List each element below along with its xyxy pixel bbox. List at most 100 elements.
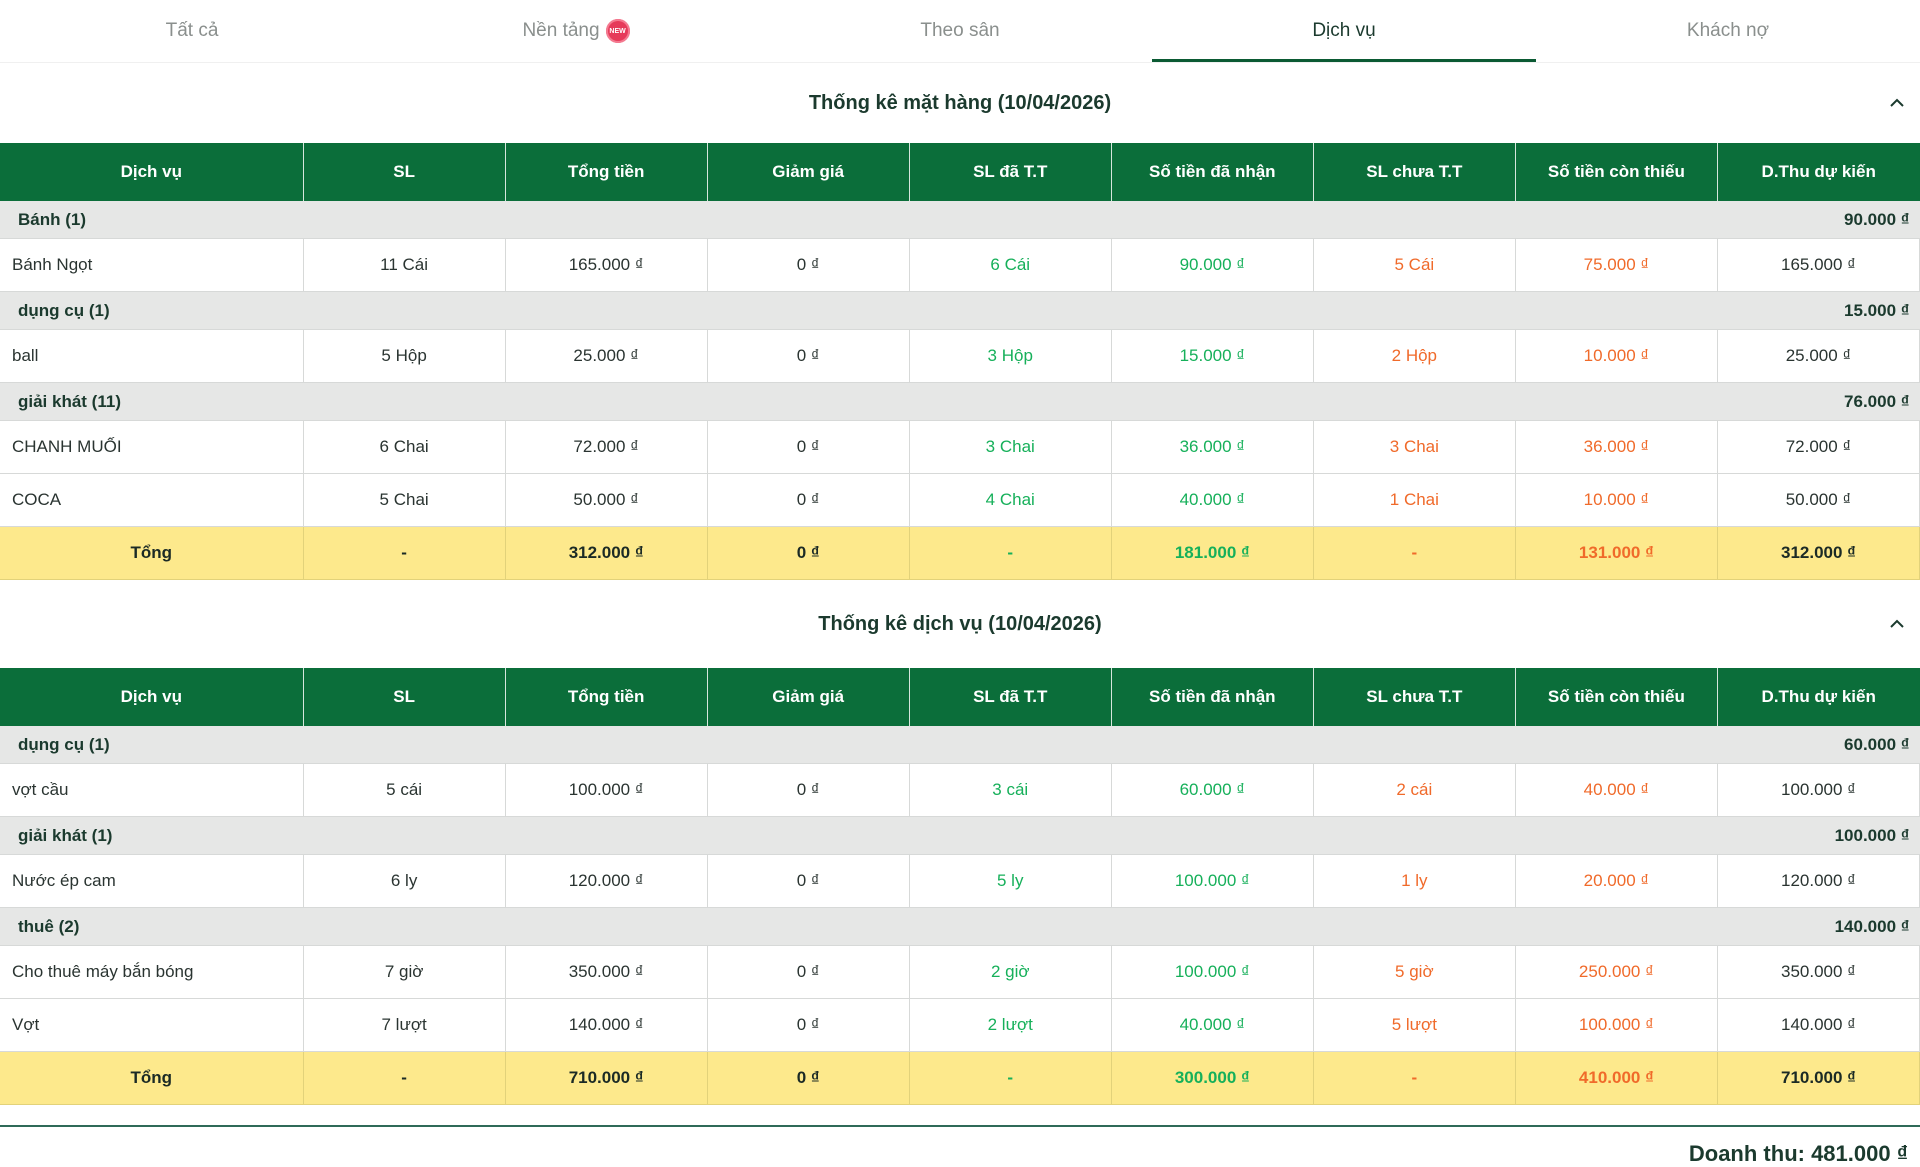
tab-platform[interactable]: Nền tảng NEW [384, 0, 768, 62]
table-row[interactable]: CHANH MUỐI 6 Chai 72.000 ₫ 0 ₫ 3 Chai 36.000 … [0, 420, 1920, 474]
table-row[interactable]: Bánh Ngọt 11 Cái 165.000 ₫ 0 ₫ 6 Cái 90.000 ₫… [0, 238, 1920, 292]
table-cell: 165.000 ₫ [1717, 238, 1920, 292]
chevron-up-icon[interactable] [1890, 96, 1904, 110]
table-cell: 1 Chai [1313, 473, 1516, 527]
table-cell: 7 lượt [303, 998, 506, 1052]
group-amount: 100.000 ₫ [1111, 816, 1920, 855]
table-cell: 0 ₫ [707, 945, 910, 999]
table-cell: vợt cầu [0, 763, 304, 817]
table-cell: 11 Cái [303, 238, 506, 292]
table-cell: Nước ép cam [0, 854, 304, 908]
column-header: Dịch vụ [0, 668, 304, 726]
group-row[interactable]: Bánh (1) 90.000 ₫ [0, 201, 1920, 239]
table-cell: CHANH MUỐI [0, 420, 304, 474]
table-cell: 50.000 ₫ [1717, 473, 1920, 527]
table-cell: 40.000 ₫ [1111, 473, 1314, 527]
table-cell: 3 Chai [909, 420, 1112, 474]
total-cell: - [909, 1051, 1112, 1105]
table-cell: 72.000 ₫ [505, 420, 708, 474]
table-cell: 10.000 ₫ [1515, 329, 1718, 383]
section-header-items: Thống kê mặt hàng (10/04/2026) [0, 63, 1920, 143]
table-row[interactable]: Vợt 7 lượt 140.000 ₫ 0 ₫ 2 lượt 40.000 ₫ 5 lượ… [0, 998, 1920, 1052]
group-row[interactable]: dụng cụ (1) 60.000 ₫ [0, 726, 1920, 764]
group-name: dụng cụ (1) [0, 291, 1112, 330]
table-cell: ball [0, 329, 304, 383]
table-cell: 0 ₫ [707, 420, 910, 474]
column-header: Số tiền đã nhận [1111, 143, 1314, 201]
section-title: Thống kê dịch vụ (10/04/2026) [818, 612, 1102, 635]
column-header: SL chưa T.T [1313, 668, 1516, 726]
table-row[interactable]: vợt cầu 5 cái 100.000 ₫ 0 ₫ 3 cái 60.000 ₫ 2 c… [0, 763, 1920, 817]
table-cell: 5 lượt [1313, 998, 1516, 1052]
divider [0, 1125, 1920, 1127]
column-header: Tổng tiền [505, 143, 708, 201]
total-cell: Tổng [0, 526, 304, 580]
table-cell: 5 cái [303, 763, 506, 817]
table-cell: 0 ₫ [707, 473, 910, 527]
table-cell: 5 giờ [1313, 945, 1516, 999]
tab-label: Nền tảng [522, 20, 600, 41]
total-cell: 131.000 ₫ [1515, 526, 1718, 580]
table-cell: 90.000 ₫ [1111, 238, 1314, 292]
group-name: giải khát (1) [0, 816, 1112, 855]
group-name: giải khát (11) [0, 382, 1112, 421]
group-row[interactable]: thuê (2) 140.000 ₫ [0, 907, 1920, 946]
table-cell: 350.000 ₫ [505, 945, 708, 999]
tab-all[interactable]: Tất cả [0, 0, 384, 62]
tab-debtors[interactable]: Khách nợ [1536, 0, 1920, 62]
group-amount: 140.000 ₫ [1111, 907, 1920, 946]
column-header: D.Thu dự kiến [1717, 668, 1920, 726]
tab-label: Theo sân [920, 20, 1000, 41]
table-cell: 36.000 ₫ [1111, 420, 1314, 474]
table-cell: COCA [0, 473, 304, 527]
table-cell: 2 giờ [909, 945, 1112, 999]
section-header-services: Thống kê dịch vụ (10/04/2026) [0, 580, 1920, 668]
table-cell: 0 ₫ [707, 238, 910, 292]
table-cell: 20.000 ₫ [1515, 854, 1718, 908]
tab-bar: Tất cả Nền tảng NEW Theo sân Dịch vụ Khá… [0, 0, 1920, 63]
section-title: Thống kê mặt hàng (10/04/2026) [808, 91, 1112, 114]
total-cell: - [1313, 526, 1516, 580]
tab-label: Khách nợ [1686, 20, 1770, 41]
group-row[interactable]: giải khát (1) 100.000 ₫ [0, 816, 1920, 855]
total-cell: 410.000 ₫ [1515, 1051, 1718, 1105]
table-cell: 100.000 ₫ [1717, 763, 1920, 817]
tab-label: Dịch vụ [1312, 20, 1376, 41]
column-header: Số tiền đã nhận [1111, 668, 1314, 726]
table-cell: 2 cái [1313, 763, 1516, 817]
table-cell: 0 ₫ [707, 854, 910, 908]
group-name: Bánh (1) [0, 201, 1112, 239]
table-cell: 5 ly [909, 854, 1112, 908]
tab-label: Tất cả [165, 20, 219, 41]
total-cell: - [303, 526, 506, 580]
group-row[interactable]: giải khát (11) 76.000 ₫ [0, 382, 1920, 421]
chevron-up-icon[interactable] [1890, 617, 1904, 631]
total-cell: 181.000 ₫ [1111, 526, 1314, 580]
table-cell: 2 Hộp [1313, 329, 1516, 383]
column-header: Dịch vụ [0, 143, 304, 201]
tab-by-court[interactable]: Theo sân [768, 0, 1152, 62]
table-cell: 100.000 ₫ [505, 763, 708, 817]
services-table-container: Dịch vụ SL Tổng tiền Giảm giá SL đã T.T Số ti… [0, 668, 1920, 1105]
group-name: dụng cụ (1) [0, 726, 1112, 764]
table-cell: 25.000 ₫ [505, 329, 708, 383]
total-cell: 710.000 ₫ [1717, 1051, 1920, 1105]
table-row[interactable]: Nước ép cam 6 ly 120.000 ₫ 0 ₫ 5 ly 100.000 ₫… [0, 854, 1920, 908]
table-cell: 72.000 ₫ [1717, 420, 1920, 474]
group-row[interactable]: dụng cụ (1) 15.000 ₫ [0, 291, 1920, 330]
table-cell: Bánh Ngọt [0, 238, 304, 292]
column-header: Số tiền còn thiếu [1515, 668, 1718, 726]
table-cell: 75.000 ₫ [1515, 238, 1718, 292]
table-cell: 6 Chai [303, 420, 506, 474]
total-cell: - [1313, 1051, 1516, 1105]
table-cell: 6 ly [303, 854, 506, 908]
items-table-container: Dịch vụ SL Tổng tiền Giảm giá SL đã T.T Số ti… [0, 143, 1920, 580]
column-header: SL đã T.T [909, 143, 1112, 201]
new-badge-icon: NEW [605, 19, 630, 43]
table-row[interactable]: COCA 5 Chai 50.000 ₫ 0 ₫ 4 Chai 40.000 ₫ 1 Cha… [0, 473, 1920, 527]
table-row[interactable]: ball 5 Hộp 25.000 ₫ 0 ₫ 3 Hộp 15.000 ₫ 2 Hộp 10… [0, 329, 1920, 383]
tab-services[interactable]: Dịch vụ [1152, 0, 1536, 62]
table-row[interactable]: Cho thuê máy bắn bóng 7 giờ 350.000 ₫ 0 ₫ 2 … [0, 945, 1920, 999]
total-cell: - [909, 526, 1112, 580]
table-cell: Cho thuê máy bắn bóng [0, 945, 304, 999]
